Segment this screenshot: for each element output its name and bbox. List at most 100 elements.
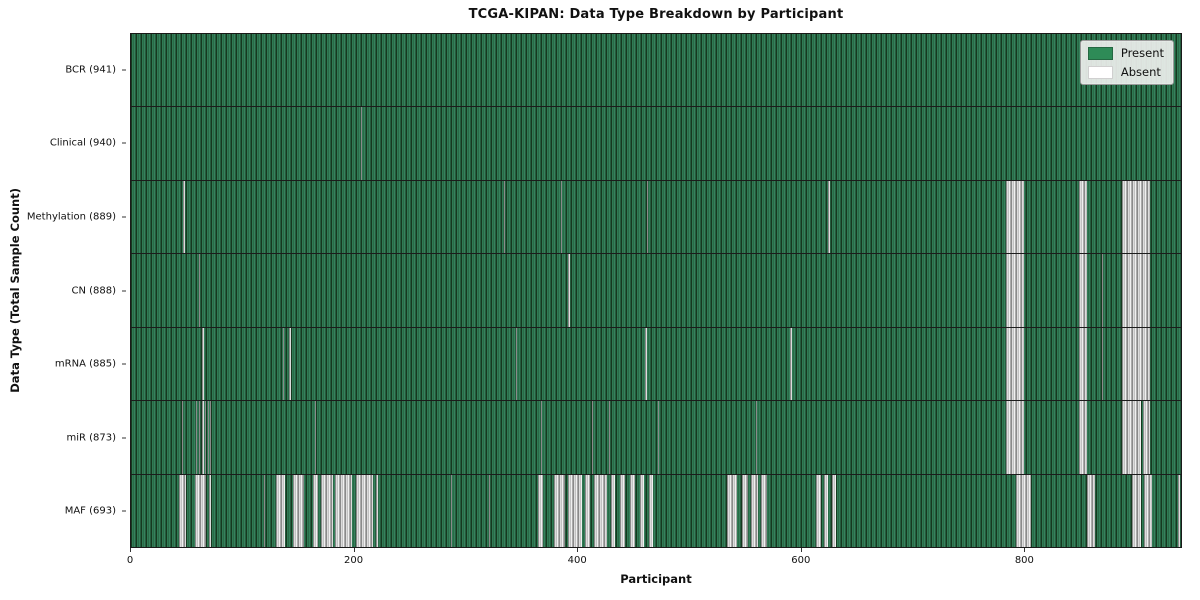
x-tick-label: 200: [344, 555, 364, 566]
row-cn: [131, 254, 1181, 328]
absent-segment: [199, 254, 201, 327]
absent-segment: [182, 401, 184, 474]
absent-segment: [828, 180, 830, 254]
absent-segment: [1079, 327, 1088, 401]
absent-segment: [568, 474, 582, 547]
absent-segment: [292, 474, 304, 547]
absent-segment: [210, 401, 212, 474]
x-tick-mark: [353, 548, 355, 552]
absent-segment: [560, 180, 562, 254]
absent-segment: [204, 401, 206, 474]
x-tick-mark: [1024, 548, 1026, 552]
y-tick-mark: [122, 510, 126, 512]
absent-segment: [1079, 180, 1088, 254]
absent-segment: [831, 474, 837, 547]
plot-area: Present Absent: [130, 33, 1182, 548]
absent-segment: [816, 474, 821, 547]
absent-segment: [585, 474, 590, 547]
absent-segment: [1087, 474, 1096, 547]
y-tick-label: Clinical (940): [49, 137, 116, 149]
absent-segment: [608, 401, 610, 474]
x-axis-label: Participant: [620, 572, 692, 586]
absent-segment: [489, 474, 491, 547]
absent-segment: [648, 474, 654, 547]
chart-title: TCGA-KIPAN: Data Type Breakdown by Parti…: [468, 7, 844, 22]
row-bcr: [131, 34, 1181, 108]
y-tick-mark: [122, 142, 126, 144]
absent-segment: [1177, 474, 1180, 547]
y-tick-mark: [122, 290, 126, 291]
y-tick-label: Methylation (889): [26, 211, 116, 223]
absent-segment: [646, 180, 648, 254]
absent-segment: [594, 474, 608, 547]
absent-segment: [629, 474, 636, 547]
x-tick-label: 600: [791, 555, 811, 566]
y-tick-label: miR (873): [66, 432, 116, 444]
absent-segment: [553, 474, 566, 547]
absent-segment: [639, 474, 645, 547]
absent-segment: [263, 474, 265, 547]
absent-segment: [610, 474, 616, 547]
y-tick-mark: [122, 437, 126, 439]
absent-segment: [515, 327, 518, 401]
absent-segment: [202, 401, 204, 474]
x-tick-label: 400: [567, 555, 587, 566]
x-tick-label: 800: [1014, 555, 1034, 566]
absent-segment: [1144, 474, 1152, 547]
legend-item-absent: Absent: [1087, 65, 1164, 79]
absent-segment: [356, 474, 374, 547]
absent-segment: [1079, 254, 1088, 327]
absent-segment: [657, 401, 659, 474]
absent-segment: [207, 401, 210, 474]
legend-item-present: Present: [1087, 46, 1164, 60]
absent-segment: [195, 401, 197, 474]
y-tick-mark: [122, 216, 126, 218]
absent-segment: [202, 327, 204, 401]
absent-segment: [320, 474, 333, 547]
absent-segment: [1101, 327, 1103, 401]
absent-segment: [335, 474, 352, 547]
x-tick-mark: [577, 548, 579, 552]
row-methylation: [131, 180, 1181, 255]
absent-segment: [312, 474, 319, 547]
absent-segment: [742, 474, 749, 547]
absent-segment: [790, 327, 792, 401]
absent-segment: [761, 474, 768, 547]
absent-segment: [289, 327, 291, 401]
absent-segment: [1101, 254, 1103, 327]
absent-segment: [755, 401, 757, 474]
absent-segment: [1131, 474, 1141, 547]
row-mir: [131, 401, 1181, 475]
y-tick-labels: BCR (941) Clinical (940) Methylation (889)…: [0, 33, 126, 548]
row-maf: [131, 474, 1181, 547]
absent-segment: [503, 180, 505, 254]
absent-segment: [726, 474, 737, 547]
absent-segment: [823, 474, 829, 547]
absent-segment: [282, 327, 284, 401]
absent-segment: [645, 327, 647, 401]
absent-segment: [276, 474, 285, 547]
x-tick-mark: [800, 548, 802, 552]
absent-segment: [1005, 254, 1024, 327]
y-tick-label: MAF (693): [64, 505, 116, 517]
absent-segment: [376, 474, 378, 547]
absent-segment: [1005, 180, 1024, 254]
y-tick-label: BCR (941): [65, 64, 116, 76]
absent-segment: [1005, 327, 1024, 401]
absent-segment: [1079, 401, 1088, 474]
row-clinical: [131, 107, 1181, 181]
x-tick-label: 0: [126, 555, 134, 566]
x-axis-ticks: 0 200 400 600 800: [126, 548, 1182, 578]
absent-segment: [199, 401, 201, 474]
row-mrna: [131, 327, 1181, 402]
absent-segment: [178, 474, 186, 547]
absent-segment: [1143, 401, 1150, 474]
absent-segment: [360, 107, 362, 180]
absent-swatch-icon: [1087, 65, 1113, 79]
absent-segment: [1121, 254, 1150, 327]
absent-segment: [1005, 401, 1024, 474]
absent-segment: [540, 401, 542, 474]
absent-segment: [568, 254, 570, 327]
absent-segment: [1015, 474, 1032, 547]
